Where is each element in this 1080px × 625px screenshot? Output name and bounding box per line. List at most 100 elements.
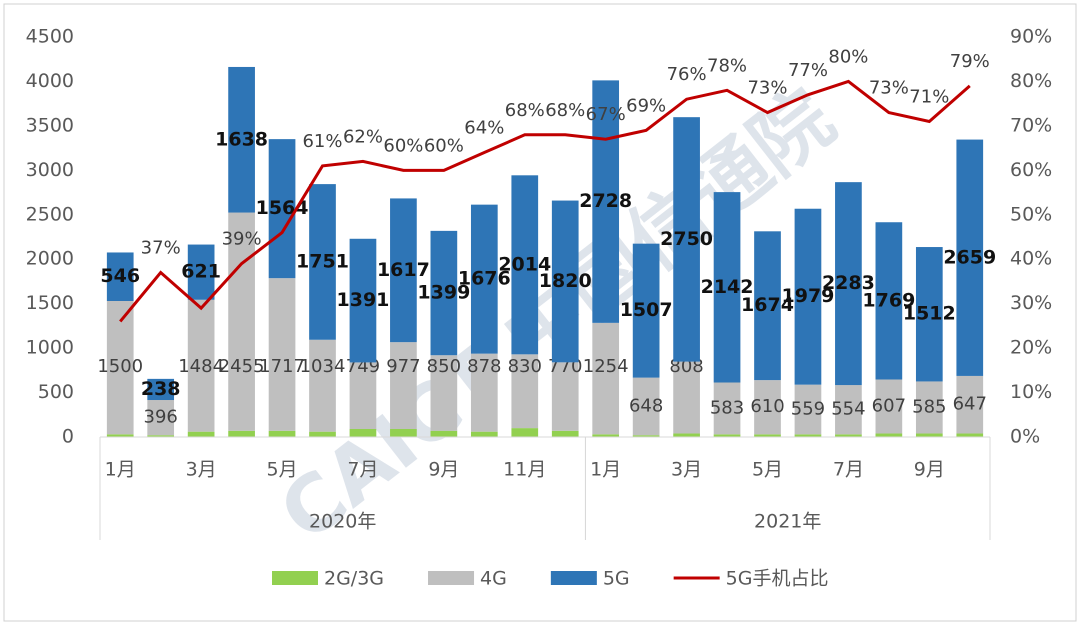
- x-tick-label: 11月: [503, 459, 546, 481]
- x-tick-label: 3月: [671, 459, 702, 481]
- value-label: 607: [872, 395, 906, 416]
- value-label: 238: [141, 378, 181, 400]
- x-tick-label: 9月: [914, 459, 945, 481]
- value-label: 1751: [296, 250, 349, 272]
- value-label: 1484: [178, 356, 224, 377]
- value-label: 2659: [943, 246, 996, 268]
- value-label: 610: [750, 396, 784, 417]
- value-label: 68%: [505, 100, 545, 121]
- bar: [228, 430, 255, 437]
- value-label: 546: [100, 265, 140, 287]
- bar: [956, 433, 984, 437]
- value-label: 554: [831, 399, 865, 420]
- bar: [754, 434, 781, 437]
- value-label: 73%: [869, 78, 909, 99]
- bar: [228, 66, 255, 213]
- bar: [551, 430, 579, 437]
- value-label: 1507: [620, 299, 673, 321]
- y2-tick-label: 80%: [1010, 70, 1052, 92]
- bar: [309, 184, 336, 340]
- x-tick-label: 7月: [833, 459, 864, 481]
- y-tick-label: 4000: [26, 70, 74, 92]
- value-label: 1500: [97, 356, 143, 377]
- bar: [430, 230, 458, 356]
- y-tick-label: 3500: [26, 114, 74, 136]
- value-label: 2728: [579, 190, 632, 212]
- value-label: 64%: [464, 118, 504, 139]
- bar: [592, 80, 620, 323]
- bar: [309, 339, 336, 432]
- y-tick-label: 2000: [26, 248, 74, 270]
- bar: [875, 379, 903, 434]
- value-label: 68%: [545, 100, 585, 121]
- y2-tick-label: 30%: [1010, 292, 1052, 314]
- value-label: 559: [791, 398, 825, 419]
- value-label: 830: [508, 356, 542, 377]
- legend-swatch: [272, 571, 318, 585]
- value-label: 1399: [417, 282, 470, 304]
- value-label: 69%: [626, 95, 666, 116]
- line: [119, 79, 971, 323]
- y2-tick-label: 10%: [1010, 381, 1052, 403]
- y-tick-label: 500: [38, 381, 74, 403]
- value-label: 2283: [822, 272, 875, 294]
- value-label: 62%: [343, 126, 383, 147]
- value-label: 1638: [215, 128, 268, 150]
- bar: [470, 204, 498, 354]
- value-label: 2750: [660, 228, 713, 250]
- y-tick-label: 3000: [26, 159, 74, 181]
- bar: [835, 385, 862, 435]
- bar: [390, 342, 417, 429]
- bar: [713, 382, 741, 435]
- value-label: 1617: [377, 259, 430, 281]
- bar: [632, 377, 660, 436]
- bar: [794, 384, 822, 435]
- value-label: 647: [953, 394, 987, 415]
- y2-tick-label: 20%: [1010, 337, 1052, 359]
- bar: [592, 322, 620, 435]
- bar: [794, 434, 822, 437]
- legend-swatch: [428, 571, 475, 585]
- value-label: 2142: [701, 276, 754, 298]
- y2-tick-label: 0%: [1010, 426, 1040, 448]
- bar: [147, 435, 175, 437]
- bar: [349, 238, 377, 363]
- bar: [673, 361, 700, 434]
- value-label: 850: [427, 356, 461, 377]
- bar: [228, 212, 255, 431]
- value-label: 1034: [300, 356, 346, 377]
- bar: [673, 433, 700, 437]
- bar: [915, 247, 943, 382]
- value-label: 37%: [141, 238, 181, 259]
- value-label: 1512: [903, 303, 956, 325]
- bar: [106, 434, 134, 437]
- bar: [268, 430, 296, 437]
- x-tick-label: 5月: [266, 459, 297, 481]
- bar: [713, 434, 741, 437]
- y2-tick-label: 40%: [1010, 248, 1052, 270]
- value-label: 78%: [707, 55, 747, 76]
- legend-label: 5G: [603, 568, 630, 590]
- value-label: 1254: [583, 356, 629, 377]
- bar: [187, 244, 215, 300]
- bar: [632, 243, 660, 378]
- bar: [268, 278, 296, 431]
- x-tick-label: 1月: [590, 459, 621, 481]
- value-label: 67%: [586, 104, 626, 125]
- legend-label: 2G/3G: [324, 568, 384, 590]
- group-label: 2020年: [309, 511, 376, 533]
- y-tick-label: 4500: [26, 26, 74, 48]
- bar: [309, 431, 336, 437]
- value-label: 73%: [747, 78, 787, 99]
- value-label: 396: [144, 407, 178, 428]
- bar: [147, 400, 175, 436]
- value-label: 977: [386, 356, 420, 377]
- bar: [470, 431, 498, 437]
- value-label: 585: [912, 396, 946, 417]
- bar: [106, 252, 134, 301]
- bar: [187, 299, 215, 432]
- bar: [349, 362, 377, 429]
- y2-tick-label: 50%: [1010, 203, 1052, 225]
- bar: [390, 198, 417, 343]
